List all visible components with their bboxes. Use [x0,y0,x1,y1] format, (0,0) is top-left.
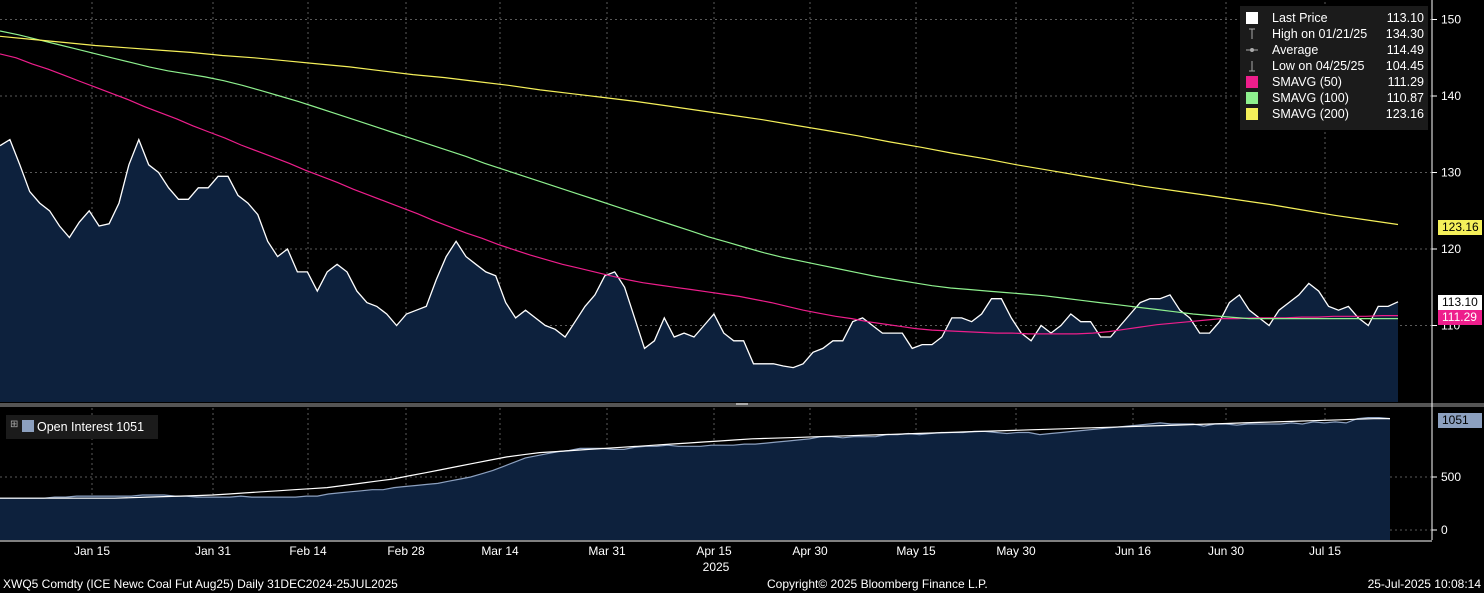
open-interest-label: Open Interest 1051 [37,420,145,434]
legend-value: 114.49 [1386,43,1424,57]
open-interest-swatch-icon [22,420,34,432]
legend-label: SMAVG (200) [1272,107,1349,121]
y-tick-label: 130 [1441,166,1461,180]
high-marker-icon [1246,28,1258,40]
price-area [0,139,1398,402]
x-tick-label: Jul 15 [1309,544,1341,558]
legend-item-smavg-100: SMAVG (100) 110.87 [1246,90,1426,106]
legend-item-smavg-200: SMAVG (200) 123.16 [1246,106,1426,122]
green-square-icon [1246,92,1258,104]
timestamp: 25-Jul-2025 10:08:14 [1367,577,1481,591]
panel-resize-handle [736,403,748,405]
x-tick-label: Apr 15 [696,544,732,558]
x-tick-label: Mar 31 [588,544,626,558]
legend-label: Last Price [1272,11,1328,25]
open-interest-area [0,417,1390,540]
legend-value: 111.29 [1387,75,1424,89]
white-square-icon [1246,12,1258,24]
x-tick-label: May 30 [996,544,1036,558]
average-marker-icon [1246,44,1258,56]
x-tick-label: Feb 14 [289,544,327,558]
security-description: XWQ5 Comdty (ICE Newc Coal Fut Aug25) Da… [3,577,398,591]
x-tick-label: Jun 30 [1208,544,1244,558]
open-interest-line [0,417,1391,499]
legend-item-last-price: Last Price 113.10 [1246,10,1426,26]
x-tick-label: Feb 28 [387,544,425,558]
y-tick-label: 140 [1441,89,1461,103]
magenta-square-icon [1246,76,1258,88]
legend-label: SMAVG (50) [1272,75,1342,89]
price-legend: Last Price 113.10 High on 01/21/25 134.3… [1240,6,1428,130]
y-tick-label: 0 [1441,523,1448,537]
x-tick-label: Jan 15 [74,544,110,558]
yellow-square-icon [1246,108,1258,120]
sma200-price-tag: 123.16 [1438,220,1482,235]
y-tick-label: 120 [1441,242,1461,256]
open-interest-average-line [0,418,1391,499]
legend-value: 104.45 [1385,59,1424,73]
x-tick-label: Apr 30 [792,544,828,558]
x-tick-label: Jan 31 [195,544,231,558]
x-tick-label: May 15 [896,544,936,558]
legend-label: Average [1272,43,1319,57]
x-year-label: 2025 [703,560,730,574]
legend-label: Low on 04/25/25 [1272,59,1365,73]
expand-icon[interactable]: ⊞ [10,419,19,430]
legend-value: 123.16 [1385,107,1424,121]
open-interest-tag: 1051 [1438,413,1482,428]
last-price-line [0,137,1399,369]
sma50-price-tag: 111.29 [1438,310,1482,325]
legend-item-average: Average 114.49 [1246,42,1426,58]
copyright-text: Copyright© 2025 Bloomberg Finance L.P. [767,577,988,591]
y-tick-label: 150 [1441,13,1461,27]
open-interest-legend: ⊞ Open Interest 1051 [6,415,158,439]
legend-label: SMAVG (100) [1272,91,1349,105]
low-marker-icon [1246,60,1258,72]
legend-item-high: High on 01/21/25 134.30 [1246,26,1426,42]
legend-item-low: Low on 04/25/25 104.45 [1246,58,1426,74]
y-tick-label: 500 [1441,470,1461,484]
legend-value: 113.10 [1386,11,1424,25]
x-tick-label: Jun 16 [1115,544,1151,558]
legend-value: 110.87 [1386,91,1424,105]
last-price-tag: 113.10 [1438,295,1482,310]
smavg-50-line [0,53,1398,335]
legend-value: 134.30 [1385,27,1424,41]
legend-label: High on 01/21/25 [1272,27,1368,41]
smavg-200-line [0,35,1399,226]
legend-item-smavg-50: SMAVG (50) 111.29 [1246,74,1426,90]
x-tick-label: Mar 14 [481,544,519,558]
smavg-100-line [0,30,1398,320]
